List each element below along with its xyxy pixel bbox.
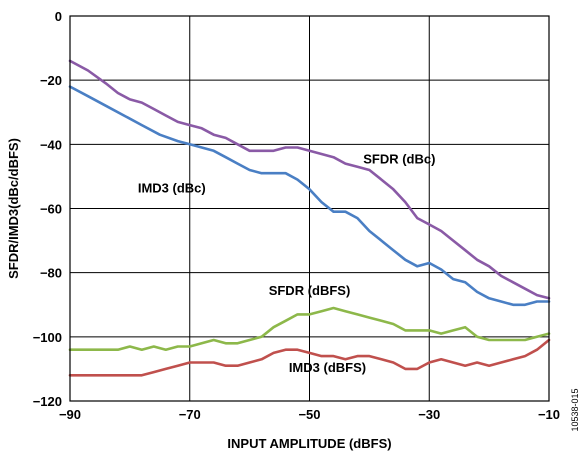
y-tick-labels: 0 −20 −40 −60 −80 −100 −120 bbox=[33, 9, 62, 409]
series-annotation: IMD3 (dBc) bbox=[138, 180, 206, 195]
x-tick-label: −50 bbox=[298, 407, 320, 422]
series-lines bbox=[68, 59, 551, 377]
series-annotation: SFDR (dBc) bbox=[363, 152, 435, 167]
x-axis-title: INPUT AMPLITUDE (dBFS) bbox=[227, 436, 391, 451]
x-tick-label: −90 bbox=[59, 407, 81, 422]
series-line-2 bbox=[68, 85, 551, 307]
annotations: SFDR (dBc) IMD3 (dBc) SFDR (dBFS) IMD3 (dBF… bbox=[138, 152, 436, 376]
y-tick-label: −60 bbox=[40, 202, 62, 217]
x-tick-label: −10 bbox=[538, 407, 560, 422]
plot-frame bbox=[69, 15, 550, 402]
series-line-4 bbox=[68, 338, 551, 377]
y-tick-label: 0 bbox=[55, 9, 62, 24]
series-annotation: SFDR (dBFS) bbox=[269, 283, 351, 298]
y-axis-title: SFDR/IMD3(dBc/dBFS) bbox=[6, 138, 21, 279]
y-tick-label: −120 bbox=[33, 394, 62, 409]
y-tick-label: −100 bbox=[33, 330, 62, 345]
y-tick-label: −20 bbox=[40, 73, 62, 88]
series-line-1 bbox=[68, 59, 551, 300]
y-tick-label: −80 bbox=[40, 266, 62, 281]
y-tick-label: −40 bbox=[40, 137, 62, 152]
x-tick-label: −70 bbox=[179, 407, 201, 422]
x-tick-label: −30 bbox=[418, 407, 440, 422]
figure-id: 10538-015 bbox=[570, 388, 580, 431]
grid bbox=[69, 15, 550, 402]
x-tick-labels: −90 −70 −50 −30 −10 bbox=[59, 407, 560, 422]
series-annotation: IMD3 (dBFS) bbox=[289, 360, 366, 375]
series-line-3 bbox=[68, 306, 551, 352]
